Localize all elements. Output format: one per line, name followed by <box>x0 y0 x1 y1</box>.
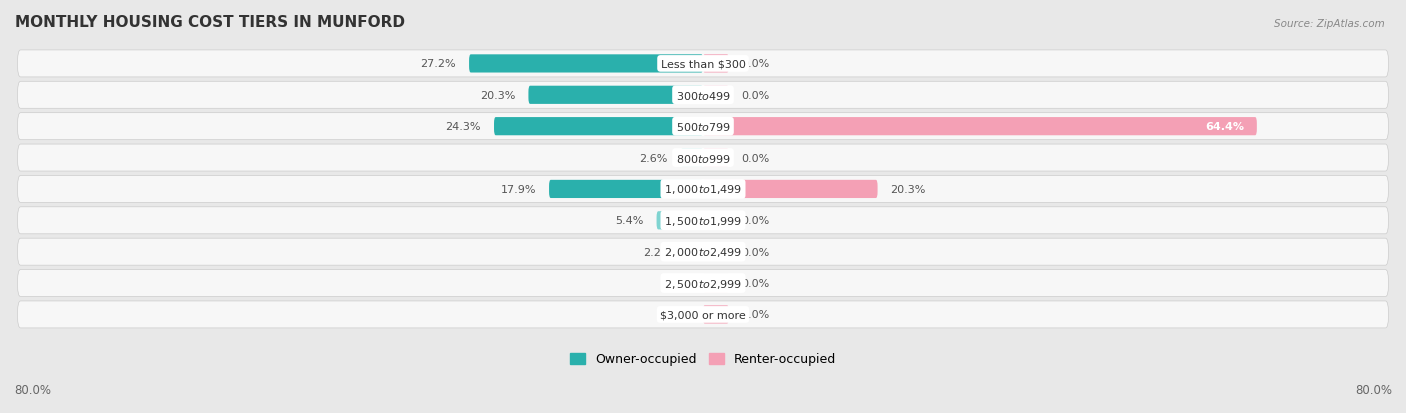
Text: 2.6%: 2.6% <box>640 153 668 163</box>
Text: 0.0%: 0.0% <box>742 278 770 288</box>
FancyBboxPatch shape <box>685 243 703 261</box>
Text: 80.0%: 80.0% <box>14 384 51 396</box>
Text: 0.0%: 0.0% <box>742 59 770 69</box>
FancyBboxPatch shape <box>18 270 1388 297</box>
FancyBboxPatch shape <box>494 118 703 136</box>
FancyBboxPatch shape <box>657 212 703 230</box>
FancyBboxPatch shape <box>703 55 728 74</box>
FancyBboxPatch shape <box>18 301 1388 328</box>
Text: Source: ZipAtlas.com: Source: ZipAtlas.com <box>1274 19 1385 28</box>
FancyBboxPatch shape <box>18 145 1388 172</box>
Text: $2,500 to $2,999: $2,500 to $2,999 <box>664 277 742 290</box>
Text: $3,000 or more: $3,000 or more <box>661 310 745 320</box>
Text: 64.4%: 64.4% <box>1205 122 1244 132</box>
FancyBboxPatch shape <box>550 180 703 199</box>
Text: 24.3%: 24.3% <box>446 122 481 132</box>
FancyBboxPatch shape <box>470 55 703 74</box>
FancyBboxPatch shape <box>703 212 728 230</box>
Text: 0.0%: 0.0% <box>662 278 690 288</box>
Text: 0.0%: 0.0% <box>742 216 770 226</box>
Text: $2,000 to $2,499: $2,000 to $2,499 <box>664 246 742 259</box>
FancyBboxPatch shape <box>529 86 703 104</box>
FancyBboxPatch shape <box>18 239 1388 266</box>
FancyBboxPatch shape <box>18 51 1388 78</box>
Text: 20.3%: 20.3% <box>890 185 927 195</box>
Legend: Owner-occupied, Renter-occupied: Owner-occupied, Renter-occupied <box>565 348 841 370</box>
Text: 0.0%: 0.0% <box>742 153 770 163</box>
Text: 0.0%: 0.0% <box>662 310 690 320</box>
Text: MONTHLY HOUSING COST TIERS IN MUNFORD: MONTHLY HOUSING COST TIERS IN MUNFORD <box>15 15 405 30</box>
Text: $800 to $999: $800 to $999 <box>675 152 731 164</box>
Text: 27.2%: 27.2% <box>420 59 456 69</box>
Text: 20.3%: 20.3% <box>479 90 516 100</box>
FancyBboxPatch shape <box>18 207 1388 234</box>
Text: 5.4%: 5.4% <box>616 216 644 226</box>
Text: 0.0%: 0.0% <box>742 90 770 100</box>
Text: $1,000 to $1,499: $1,000 to $1,499 <box>664 183 742 196</box>
Text: 2.2%: 2.2% <box>643 247 671 257</box>
FancyBboxPatch shape <box>703 118 1257 136</box>
FancyBboxPatch shape <box>703 243 728 261</box>
FancyBboxPatch shape <box>703 306 728 324</box>
FancyBboxPatch shape <box>18 82 1388 109</box>
FancyBboxPatch shape <box>703 86 728 104</box>
FancyBboxPatch shape <box>703 274 728 292</box>
FancyBboxPatch shape <box>18 114 1388 140</box>
Text: 0.0%: 0.0% <box>742 310 770 320</box>
FancyBboxPatch shape <box>18 176 1388 203</box>
Text: $1,500 to $1,999: $1,500 to $1,999 <box>664 214 742 227</box>
Text: Less than $300: Less than $300 <box>661 59 745 69</box>
FancyBboxPatch shape <box>703 180 877 199</box>
Text: $500 to $799: $500 to $799 <box>675 121 731 133</box>
Text: $300 to $499: $300 to $499 <box>675 90 731 102</box>
Text: 0.0%: 0.0% <box>742 247 770 257</box>
Text: 80.0%: 80.0% <box>1355 384 1392 396</box>
Text: 17.9%: 17.9% <box>501 185 536 195</box>
FancyBboxPatch shape <box>681 149 703 167</box>
FancyBboxPatch shape <box>703 149 728 167</box>
